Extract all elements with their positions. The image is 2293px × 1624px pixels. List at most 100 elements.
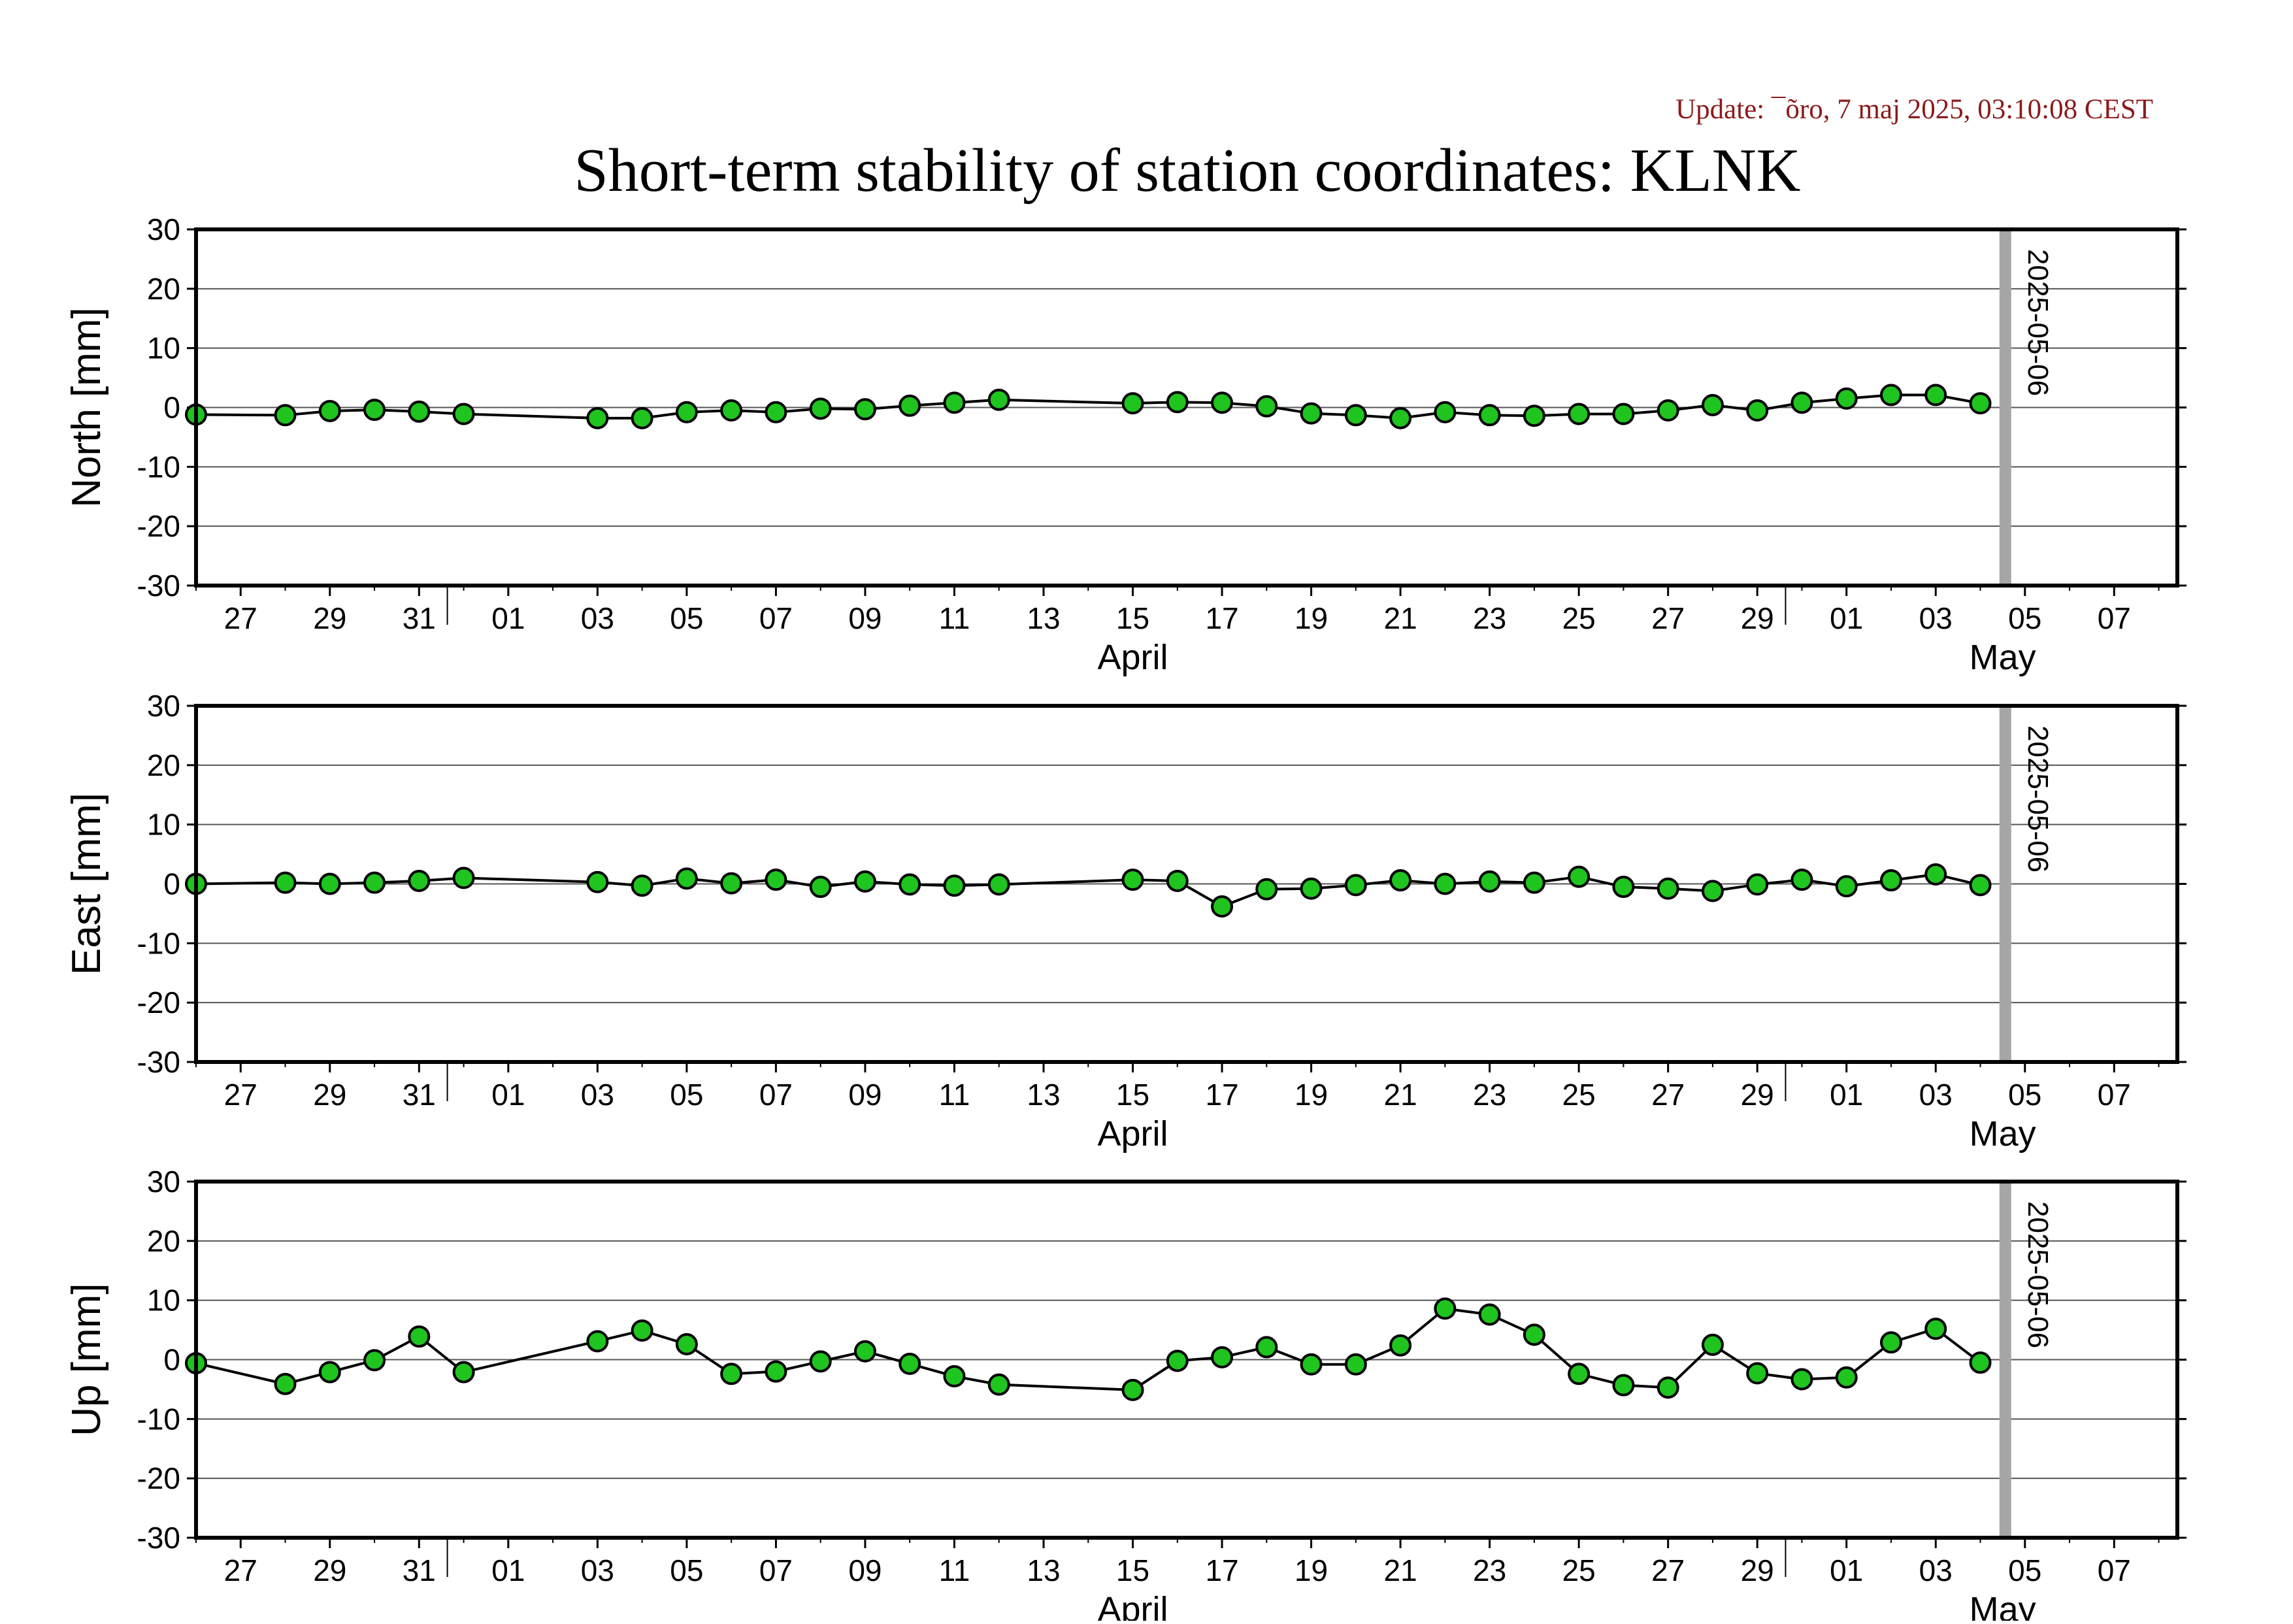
data-point xyxy=(1300,402,1323,425)
data-point xyxy=(1612,403,1635,425)
data-point xyxy=(765,401,787,423)
x-tick-label: 03 xyxy=(581,601,614,635)
data-point xyxy=(318,399,341,422)
data-point xyxy=(1568,403,1591,425)
data-point xyxy=(1924,863,1947,886)
data-point xyxy=(1478,1303,1501,1326)
data-point xyxy=(452,403,475,425)
data-point xyxy=(1969,1351,1992,1374)
data-point xyxy=(1166,1350,1189,1372)
x-tick-label: 31 xyxy=(403,1078,436,1112)
x-tick-label: 11 xyxy=(939,1078,970,1112)
y-tick-label: 10 xyxy=(147,1284,180,1317)
data-point xyxy=(1434,872,1457,895)
x-tick-label: 01 xyxy=(1830,1553,1863,1587)
data-point xyxy=(1835,875,1858,898)
data-point xyxy=(1121,392,1144,415)
x-tick-label: 29 xyxy=(1741,601,1774,635)
data-point xyxy=(631,874,653,897)
x-tick-label: 15 xyxy=(1116,601,1149,635)
x-tick-label: 15 xyxy=(1116,1553,1149,1587)
plot-frame xyxy=(194,227,2179,588)
x-tick-label: 19 xyxy=(1295,1553,1328,1587)
data-point xyxy=(363,399,386,422)
data-point xyxy=(1969,874,1992,897)
y-axis-label: Up [mm] xyxy=(64,1283,109,1436)
data-point xyxy=(675,401,698,423)
x-tick-label: 29 xyxy=(313,601,346,635)
data-point xyxy=(1790,391,1813,414)
y-tick-label: 0 xyxy=(163,391,180,425)
x-tick-label: 01 xyxy=(491,601,525,635)
x-tick-label: 19 xyxy=(1295,1078,1328,1112)
x-tick-label: 13 xyxy=(1027,1078,1060,1112)
data-point xyxy=(720,399,743,422)
data-point xyxy=(1746,1362,1769,1385)
x-tick-label: 07 xyxy=(2098,601,2131,635)
month-label: April xyxy=(1098,1114,1168,1153)
data-point xyxy=(809,1350,832,1373)
x-tick-label: 11 xyxy=(939,601,970,635)
data-point xyxy=(318,1361,341,1384)
x-tick-label: 31 xyxy=(403,1553,436,1587)
x-tick-label: 25 xyxy=(1562,1553,1596,1587)
data-point xyxy=(765,1360,787,1383)
data-point xyxy=(1121,1378,1144,1401)
data-point xyxy=(853,1340,876,1363)
data-point xyxy=(1211,391,1234,414)
data-point xyxy=(1434,1297,1457,1320)
y-tick-label: -20 xyxy=(137,1461,180,1495)
y-tick-label: -30 xyxy=(137,569,180,603)
y-tick-label: 30 xyxy=(147,212,180,246)
data-point xyxy=(1211,1346,1234,1368)
data-point xyxy=(1879,869,1902,892)
data-point xyxy=(675,1333,698,1355)
data-point xyxy=(987,1373,1010,1396)
y-axis-label: East [mm] xyxy=(64,793,109,975)
x-tick-label: 05 xyxy=(2008,1078,2041,1112)
y-tick-label: 10 xyxy=(147,331,180,365)
data-point xyxy=(1612,876,1635,899)
data-point xyxy=(1523,1323,1545,1346)
x-tick-label: 03 xyxy=(581,1078,614,1112)
x-tick-label: 23 xyxy=(1473,1553,1506,1587)
data-point xyxy=(1211,895,1234,918)
x-tick-label: 17 xyxy=(1205,1553,1238,1587)
data-point xyxy=(1924,384,1947,406)
x-tick-label: 07 xyxy=(2098,1553,2131,1587)
data-point xyxy=(1657,1376,1679,1399)
data-point xyxy=(1701,1333,1724,1356)
data-point xyxy=(809,397,832,420)
data-point xyxy=(1478,404,1501,427)
data-point xyxy=(1389,869,1412,892)
data-point xyxy=(1879,384,1902,406)
data-point xyxy=(1255,395,1278,418)
data-point xyxy=(1434,401,1457,423)
data-point xyxy=(586,870,609,893)
data-point xyxy=(943,1365,966,1387)
x-tick-label: 21 xyxy=(1384,1553,1417,1587)
data-point xyxy=(1344,1353,1367,1376)
x-tick-label: 25 xyxy=(1562,1078,1596,1112)
data-point xyxy=(631,406,653,429)
x-tick-label: 09 xyxy=(848,1078,882,1112)
x-tick-label: 23 xyxy=(1473,601,1506,635)
data-point xyxy=(1255,878,1278,901)
y-tick-label: 0 xyxy=(163,867,180,901)
current-date-label: 2025-05-06 xyxy=(2022,249,2054,396)
plot-frame xyxy=(194,1180,2179,1540)
data-point xyxy=(1969,392,1992,415)
x-tick-label: 09 xyxy=(848,601,882,635)
month-label: April xyxy=(1098,1590,1168,1621)
data-point xyxy=(987,388,1010,411)
x-tick-label: 03 xyxy=(1919,1553,1953,1587)
data-point xyxy=(1924,1317,1947,1340)
data-point xyxy=(1166,391,1189,414)
y-tick-label: 20 xyxy=(147,748,180,782)
data-point xyxy=(675,867,698,890)
month-label: May xyxy=(1970,1114,2036,1153)
data-point xyxy=(1879,1331,1902,1354)
